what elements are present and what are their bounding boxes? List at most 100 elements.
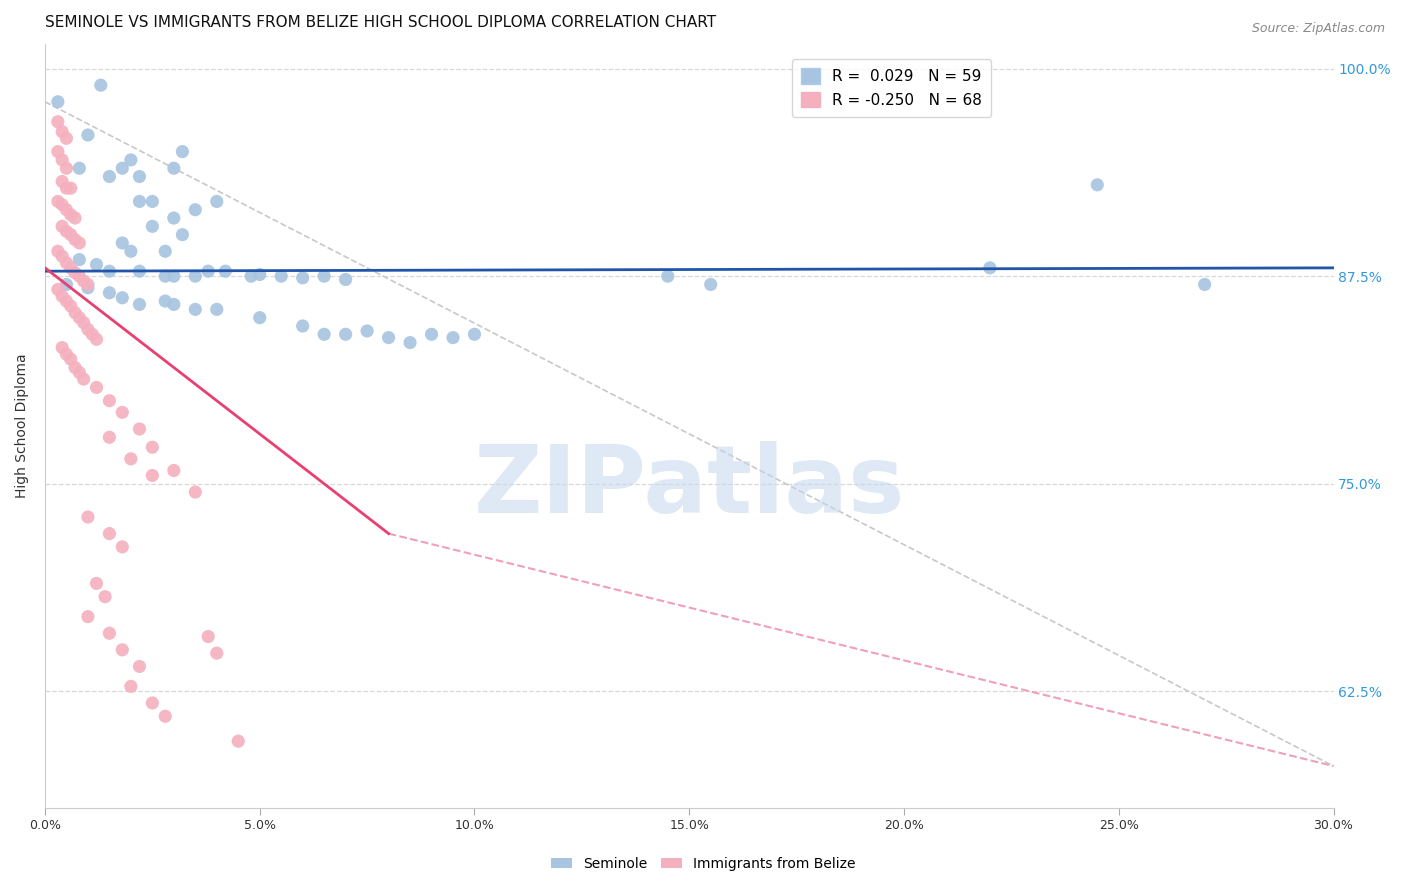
Point bbox=[128, 422, 150, 436]
Point bbox=[67, 161, 90, 176]
Point bbox=[172, 145, 194, 159]
Point bbox=[420, 327, 443, 342]
Point bbox=[98, 526, 121, 541]
Point bbox=[1085, 178, 1108, 192]
Point bbox=[51, 153, 73, 167]
Point bbox=[98, 430, 121, 444]
Point bbox=[82, 327, 104, 342]
Point bbox=[51, 289, 73, 303]
Point bbox=[55, 224, 77, 238]
Point bbox=[59, 352, 82, 367]
Point bbox=[657, 269, 679, 284]
Point bbox=[63, 266, 86, 280]
Point bbox=[46, 282, 69, 296]
Point bbox=[46, 145, 69, 159]
Point bbox=[214, 264, 236, 278]
Point bbox=[98, 285, 121, 300]
Point bbox=[249, 310, 271, 325]
Point bbox=[67, 366, 90, 380]
Point bbox=[51, 198, 73, 212]
Point bbox=[55, 161, 77, 176]
Point bbox=[141, 440, 163, 454]
Point bbox=[111, 540, 134, 554]
Point bbox=[120, 679, 142, 693]
Point bbox=[46, 194, 69, 209]
Y-axis label: High School Diploma: High School Diploma bbox=[15, 353, 30, 498]
Point bbox=[59, 208, 82, 222]
Point bbox=[86, 258, 108, 272]
Point bbox=[226, 734, 249, 748]
Point bbox=[128, 297, 150, 311]
Point bbox=[59, 181, 82, 195]
Point bbox=[86, 332, 108, 346]
Point bbox=[249, 268, 271, 282]
Point bbox=[356, 324, 378, 338]
Point bbox=[291, 270, 314, 285]
Point bbox=[141, 696, 163, 710]
Point bbox=[314, 269, 336, 284]
Point bbox=[77, 322, 100, 336]
Point bbox=[51, 125, 73, 139]
Point bbox=[163, 269, 186, 284]
Point bbox=[111, 643, 134, 657]
Point bbox=[128, 659, 150, 673]
Point bbox=[377, 330, 399, 344]
Point bbox=[205, 194, 228, 209]
Point bbox=[94, 590, 117, 604]
Point bbox=[59, 260, 82, 275]
Point bbox=[463, 327, 485, 342]
Point bbox=[291, 318, 314, 333]
Point bbox=[128, 194, 150, 209]
Point bbox=[77, 281, 100, 295]
Point bbox=[979, 260, 1001, 275]
Point bbox=[155, 269, 177, 284]
Point bbox=[55, 294, 77, 309]
Point bbox=[90, 78, 112, 92]
Point bbox=[205, 302, 228, 317]
Point bbox=[141, 468, 163, 483]
Point bbox=[72, 372, 94, 386]
Point bbox=[77, 609, 100, 624]
Point bbox=[335, 272, 357, 286]
Point bbox=[184, 269, 207, 284]
Point bbox=[55, 181, 77, 195]
Point bbox=[86, 380, 108, 394]
Point bbox=[163, 297, 186, 311]
Point bbox=[55, 277, 77, 292]
Point bbox=[314, 327, 336, 342]
Point bbox=[98, 264, 121, 278]
Point bbox=[51, 219, 73, 234]
Point bbox=[98, 626, 121, 640]
Point bbox=[172, 227, 194, 242]
Text: Source: ZipAtlas.com: Source: ZipAtlas.com bbox=[1251, 22, 1385, 36]
Point bbox=[197, 264, 219, 278]
Point bbox=[51, 249, 73, 263]
Point bbox=[59, 299, 82, 313]
Point bbox=[120, 153, 142, 167]
Point bbox=[184, 302, 207, 317]
Point bbox=[128, 264, 150, 278]
Point bbox=[205, 646, 228, 660]
Point bbox=[699, 277, 721, 292]
Point bbox=[63, 233, 86, 247]
Legend: R =  0.029   N = 59, R = -0.250   N = 68: R = 0.029 N = 59, R = -0.250 N = 68 bbox=[792, 59, 991, 117]
Point bbox=[163, 463, 186, 477]
Point bbox=[98, 393, 121, 408]
Point bbox=[111, 405, 134, 419]
Point bbox=[63, 306, 86, 320]
Point bbox=[51, 174, 73, 188]
Point bbox=[72, 316, 94, 330]
Point bbox=[59, 227, 82, 242]
Point bbox=[155, 244, 177, 259]
Point bbox=[240, 269, 263, 284]
Point bbox=[155, 294, 177, 309]
Text: SEMINOLE VS IMMIGRANTS FROM BELIZE HIGH SCHOOL DIPLOMA CORRELATION CHART: SEMINOLE VS IMMIGRANTS FROM BELIZE HIGH … bbox=[45, 15, 716, 30]
Point bbox=[55, 131, 77, 145]
Point bbox=[270, 269, 292, 284]
Point bbox=[67, 252, 90, 267]
Point bbox=[111, 161, 134, 176]
Point bbox=[163, 161, 186, 176]
Point bbox=[55, 202, 77, 217]
Point bbox=[55, 256, 77, 270]
Point bbox=[67, 269, 90, 284]
